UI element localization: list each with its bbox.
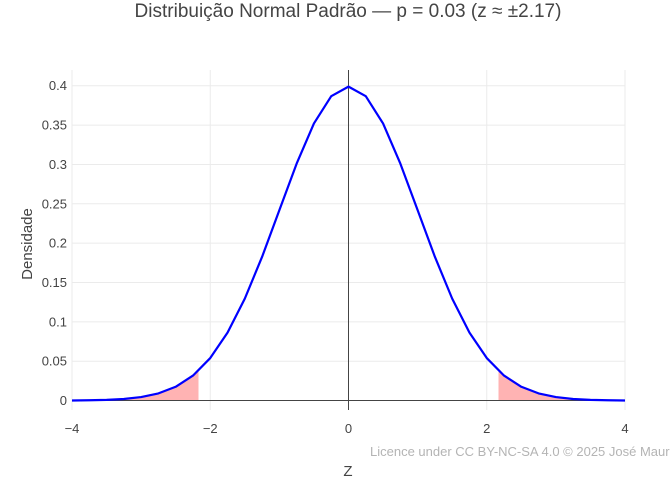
y-tick-label: 0.05 xyxy=(42,354,67,369)
right-tail-area xyxy=(498,370,625,401)
density-curve-layer xyxy=(71,85,626,402)
y-tick-label: 0.3 xyxy=(49,157,67,172)
x-tick-label: −4 xyxy=(65,421,80,436)
y-axis-title: Densidade xyxy=(19,208,36,280)
license-text: Licence under CC BY-NC-SA 4.0 © 2025 Jos… xyxy=(370,444,670,459)
y-tick-label: 0.4 xyxy=(49,78,67,93)
chart-title: Distribuição Normal Padrão — p = 0.03 (z… xyxy=(135,1,562,22)
density-curve xyxy=(71,85,626,402)
y-tick-label: 0.35 xyxy=(42,118,67,133)
x-tick-label: 4 xyxy=(621,421,628,436)
left-tail-area xyxy=(72,370,199,401)
x-axis-title: Z xyxy=(343,463,352,480)
x-tick-labels: −4 −2 0 2 4 xyxy=(65,421,629,436)
y-tick-label: 0.2 xyxy=(49,236,67,251)
axes xyxy=(72,70,625,410)
y-tick-label: 0.25 xyxy=(42,196,67,211)
tail-areas xyxy=(72,370,625,401)
y-tick-label: 0.1 xyxy=(49,314,67,329)
y-tick-label: 0 xyxy=(60,393,67,408)
y-tick-labels: 0 0.05 0.1 0.15 0.2 0.25 0.3 0.35 0.4 xyxy=(42,78,67,408)
y-tick-label: 0.15 xyxy=(42,275,67,290)
x-tick-label: −2 xyxy=(203,421,218,436)
x-tick-label: 2 xyxy=(483,421,490,436)
x-tick-label: 0 xyxy=(345,421,352,436)
